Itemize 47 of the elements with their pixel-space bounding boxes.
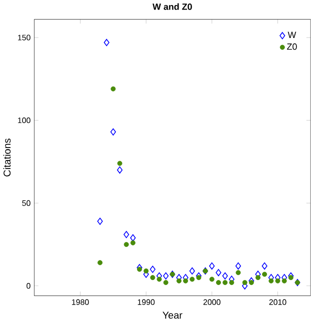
point bbox=[216, 269, 222, 276]
point bbox=[98, 260, 103, 266]
point bbox=[190, 276, 195, 282]
point bbox=[288, 275, 294, 280]
legend-label: Z0 bbox=[287, 43, 297, 50]
point bbox=[156, 276, 162, 282]
point bbox=[130, 240, 136, 246]
point bbox=[268, 278, 274, 284]
point bbox=[229, 280, 234, 286]
point bbox=[124, 242, 129, 247]
point bbox=[262, 272, 268, 277]
x-axis-title: Year bbox=[162, 312, 182, 319]
point bbox=[262, 262, 268, 270]
point bbox=[110, 128, 116, 136]
point bbox=[222, 272, 228, 280]
point bbox=[117, 160, 122, 166]
point bbox=[248, 277, 254, 284]
point bbox=[163, 272, 169, 280]
point bbox=[248, 280, 254, 286]
point bbox=[97, 218, 103, 225]
point bbox=[189, 267, 196, 275]
point bbox=[176, 278, 182, 284]
point bbox=[110, 86, 116, 92]
point bbox=[275, 278, 280, 284]
point bbox=[104, 38, 110, 46]
point bbox=[282, 278, 287, 284]
point bbox=[222, 280, 228, 286]
point bbox=[236, 262, 242, 270]
point bbox=[256, 275, 261, 280]
chart-title: W and Z0 bbox=[152, 3, 192, 10]
point bbox=[236, 270, 241, 276]
point bbox=[242, 280, 248, 286]
point bbox=[196, 275, 202, 280]
point bbox=[210, 276, 214, 282]
point bbox=[150, 266, 156, 273]
point bbox=[117, 166, 123, 174]
point bbox=[209, 262, 215, 270]
point bbox=[124, 230, 130, 238]
point bbox=[144, 268, 149, 274]
legend-label: W bbox=[288, 32, 296, 38]
point bbox=[137, 266, 142, 272]
point bbox=[183, 278, 188, 284]
point bbox=[216, 280, 222, 286]
point bbox=[163, 280, 168, 286]
point bbox=[150, 275, 156, 280]
y-axis-title: Citations bbox=[3, 138, 11, 176]
point bbox=[130, 234, 136, 242]
